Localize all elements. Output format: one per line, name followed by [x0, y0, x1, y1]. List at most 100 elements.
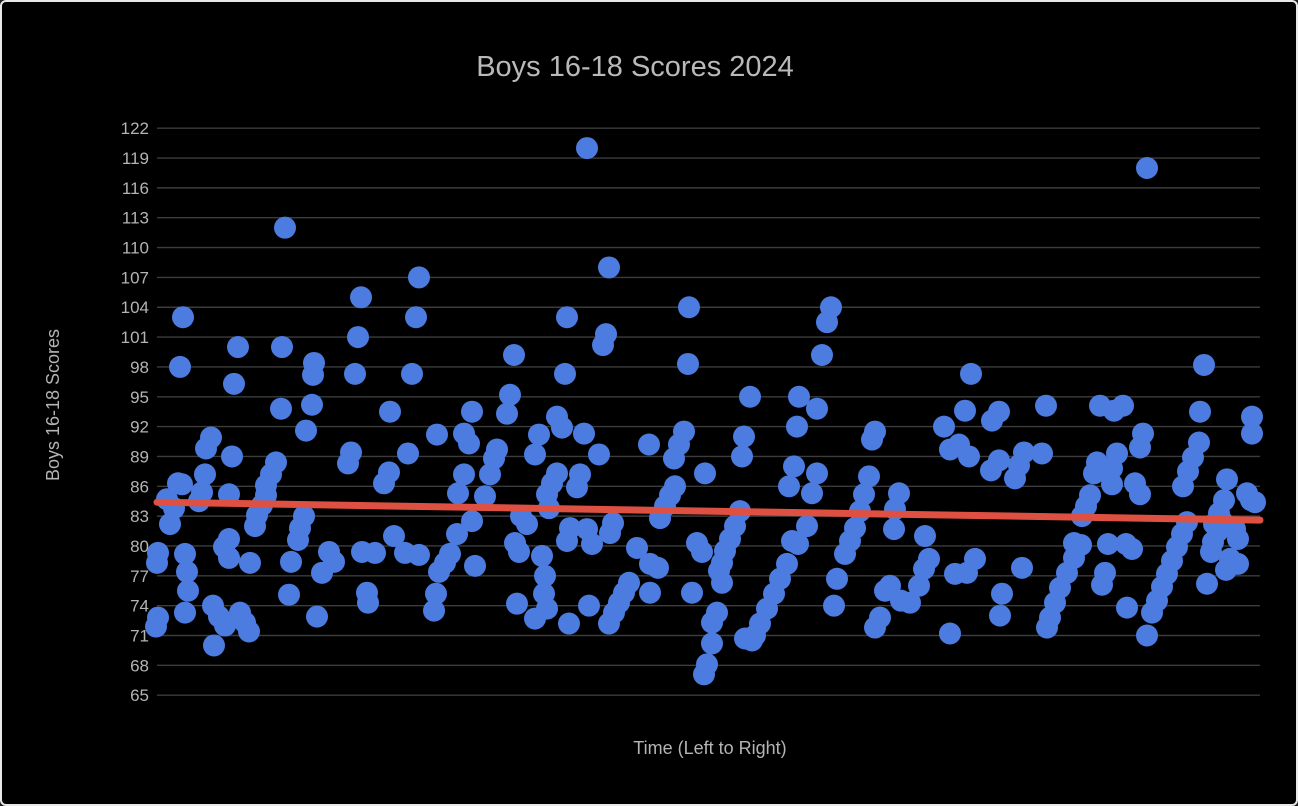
- scatter-point: [1200, 540, 1222, 563]
- scatter-point: [786, 415, 808, 438]
- scatter-point: [1031, 442, 1053, 465]
- scatter-point: [806, 397, 828, 420]
- scatter-point: [425, 582, 447, 605]
- scatter-point: [428, 560, 450, 583]
- scatter-point: [461, 510, 483, 533]
- scatter-point: [146, 551, 168, 574]
- scatter-point: [218, 546, 240, 569]
- scatter-point: [244, 515, 266, 538]
- scatter-point: [534, 564, 556, 587]
- scatter-point: [834, 542, 856, 565]
- scatter-point: [1035, 394, 1057, 417]
- scatter-point: [1244, 491, 1266, 514]
- scatter-point: [964, 547, 986, 570]
- y-tick-label: 71: [130, 626, 149, 645]
- scatter-point: [988, 400, 1010, 423]
- scatter-point: [172, 306, 194, 329]
- scatter-point: [1227, 528, 1249, 551]
- scatter-point: [638, 433, 660, 456]
- scatter-point: [506, 592, 528, 615]
- scatter-point: [295, 419, 317, 442]
- scatter-point: [373, 472, 395, 495]
- scatter-point: [566, 476, 588, 499]
- scatter-point: [556, 530, 578, 553]
- scatter-point: [426, 423, 448, 446]
- scatter-point: [496, 402, 518, 425]
- scatter-point: [826, 567, 848, 590]
- scatter-point: [447, 482, 469, 505]
- scatter-point: [223, 372, 245, 395]
- scatter-point: [811, 343, 833, 366]
- y-tick-label: 89: [130, 447, 149, 466]
- y-tick-label: 107: [121, 268, 149, 287]
- scatter-point: [1172, 475, 1194, 498]
- y-tick-label: 122: [121, 119, 149, 138]
- y-tick-label: 110: [122, 239, 149, 258]
- y-tick-label: 68: [130, 656, 149, 675]
- scatter-point: [939, 622, 961, 645]
- scatter-point: [664, 475, 686, 498]
- y-tick-label: 92: [130, 418, 149, 437]
- scatter-point: [864, 616, 886, 639]
- trendline: [153, 498, 1264, 524]
- scatter-point: [558, 612, 580, 635]
- scatter-point: [991, 582, 1013, 605]
- scatter-point: [177, 579, 199, 602]
- scatter-point: [599, 522, 621, 545]
- scatter-point: [401, 362, 423, 385]
- scatter-point: [306, 605, 328, 628]
- y-tick-label: 95: [130, 388, 149, 407]
- scatter-point: [588, 443, 610, 466]
- y-tick-label: 80: [130, 537, 149, 556]
- scatter-point: [778, 475, 800, 498]
- y-tick-label: 86: [130, 477, 149, 496]
- chart-title: Boys 16-18 Scores 2024: [476, 51, 794, 83]
- scatter-point: [347, 326, 369, 349]
- y-tick-label: 74: [130, 597, 149, 616]
- scatter-point: [731, 445, 753, 468]
- scatter-point: [405, 306, 427, 329]
- scatter-point: [274, 216, 296, 239]
- scatter-point: [1136, 156, 1158, 179]
- scatter-point: [1241, 405, 1263, 428]
- y-tick-label: 83: [130, 507, 149, 526]
- scatter-point: [174, 601, 196, 624]
- scatter-point: [806, 462, 828, 485]
- y-tick-label: 101: [121, 328, 149, 347]
- scatter-point: [271, 336, 293, 359]
- scatter-point: [1083, 462, 1105, 485]
- scatter-point: [556, 306, 578, 329]
- y-tick-label: 116: [122, 179, 149, 198]
- scatter-point: [238, 620, 260, 643]
- scatter-point: [874, 579, 896, 602]
- scatter-point: [383, 525, 405, 548]
- scatter-point: [913, 557, 935, 580]
- scatter-point: [159, 513, 181, 536]
- scatter-point: [899, 591, 921, 614]
- scatter-point: [461, 400, 483, 423]
- scatter-points-layer: [145, 137, 1266, 686]
- scatter-point: [1189, 400, 1211, 423]
- scatter-point: [302, 363, 324, 386]
- scatter-point: [958, 445, 980, 468]
- scatter-point: [503, 343, 525, 366]
- scatter-point: [270, 397, 292, 420]
- scatter-point: [311, 561, 333, 584]
- scatter-point: [194, 463, 216, 486]
- scatter-point: [1129, 436, 1151, 459]
- scatter-point: [554, 362, 576, 385]
- scatter-point: [823, 594, 845, 617]
- scatter-point: [988, 449, 1010, 472]
- scatter-point: [446, 523, 468, 546]
- scatter-point: [626, 536, 648, 559]
- scatter-point: [357, 591, 379, 614]
- scatter-point: [1241, 422, 1263, 445]
- scatter-point: [397, 442, 419, 465]
- scatter-point: [1196, 572, 1218, 595]
- y-tick-label: 119: [122, 149, 149, 168]
- scatter-point: [796, 515, 818, 538]
- y-tick-label: 98: [130, 358, 149, 377]
- scatter-point: [344, 362, 366, 385]
- scatter-point: [551, 416, 573, 439]
